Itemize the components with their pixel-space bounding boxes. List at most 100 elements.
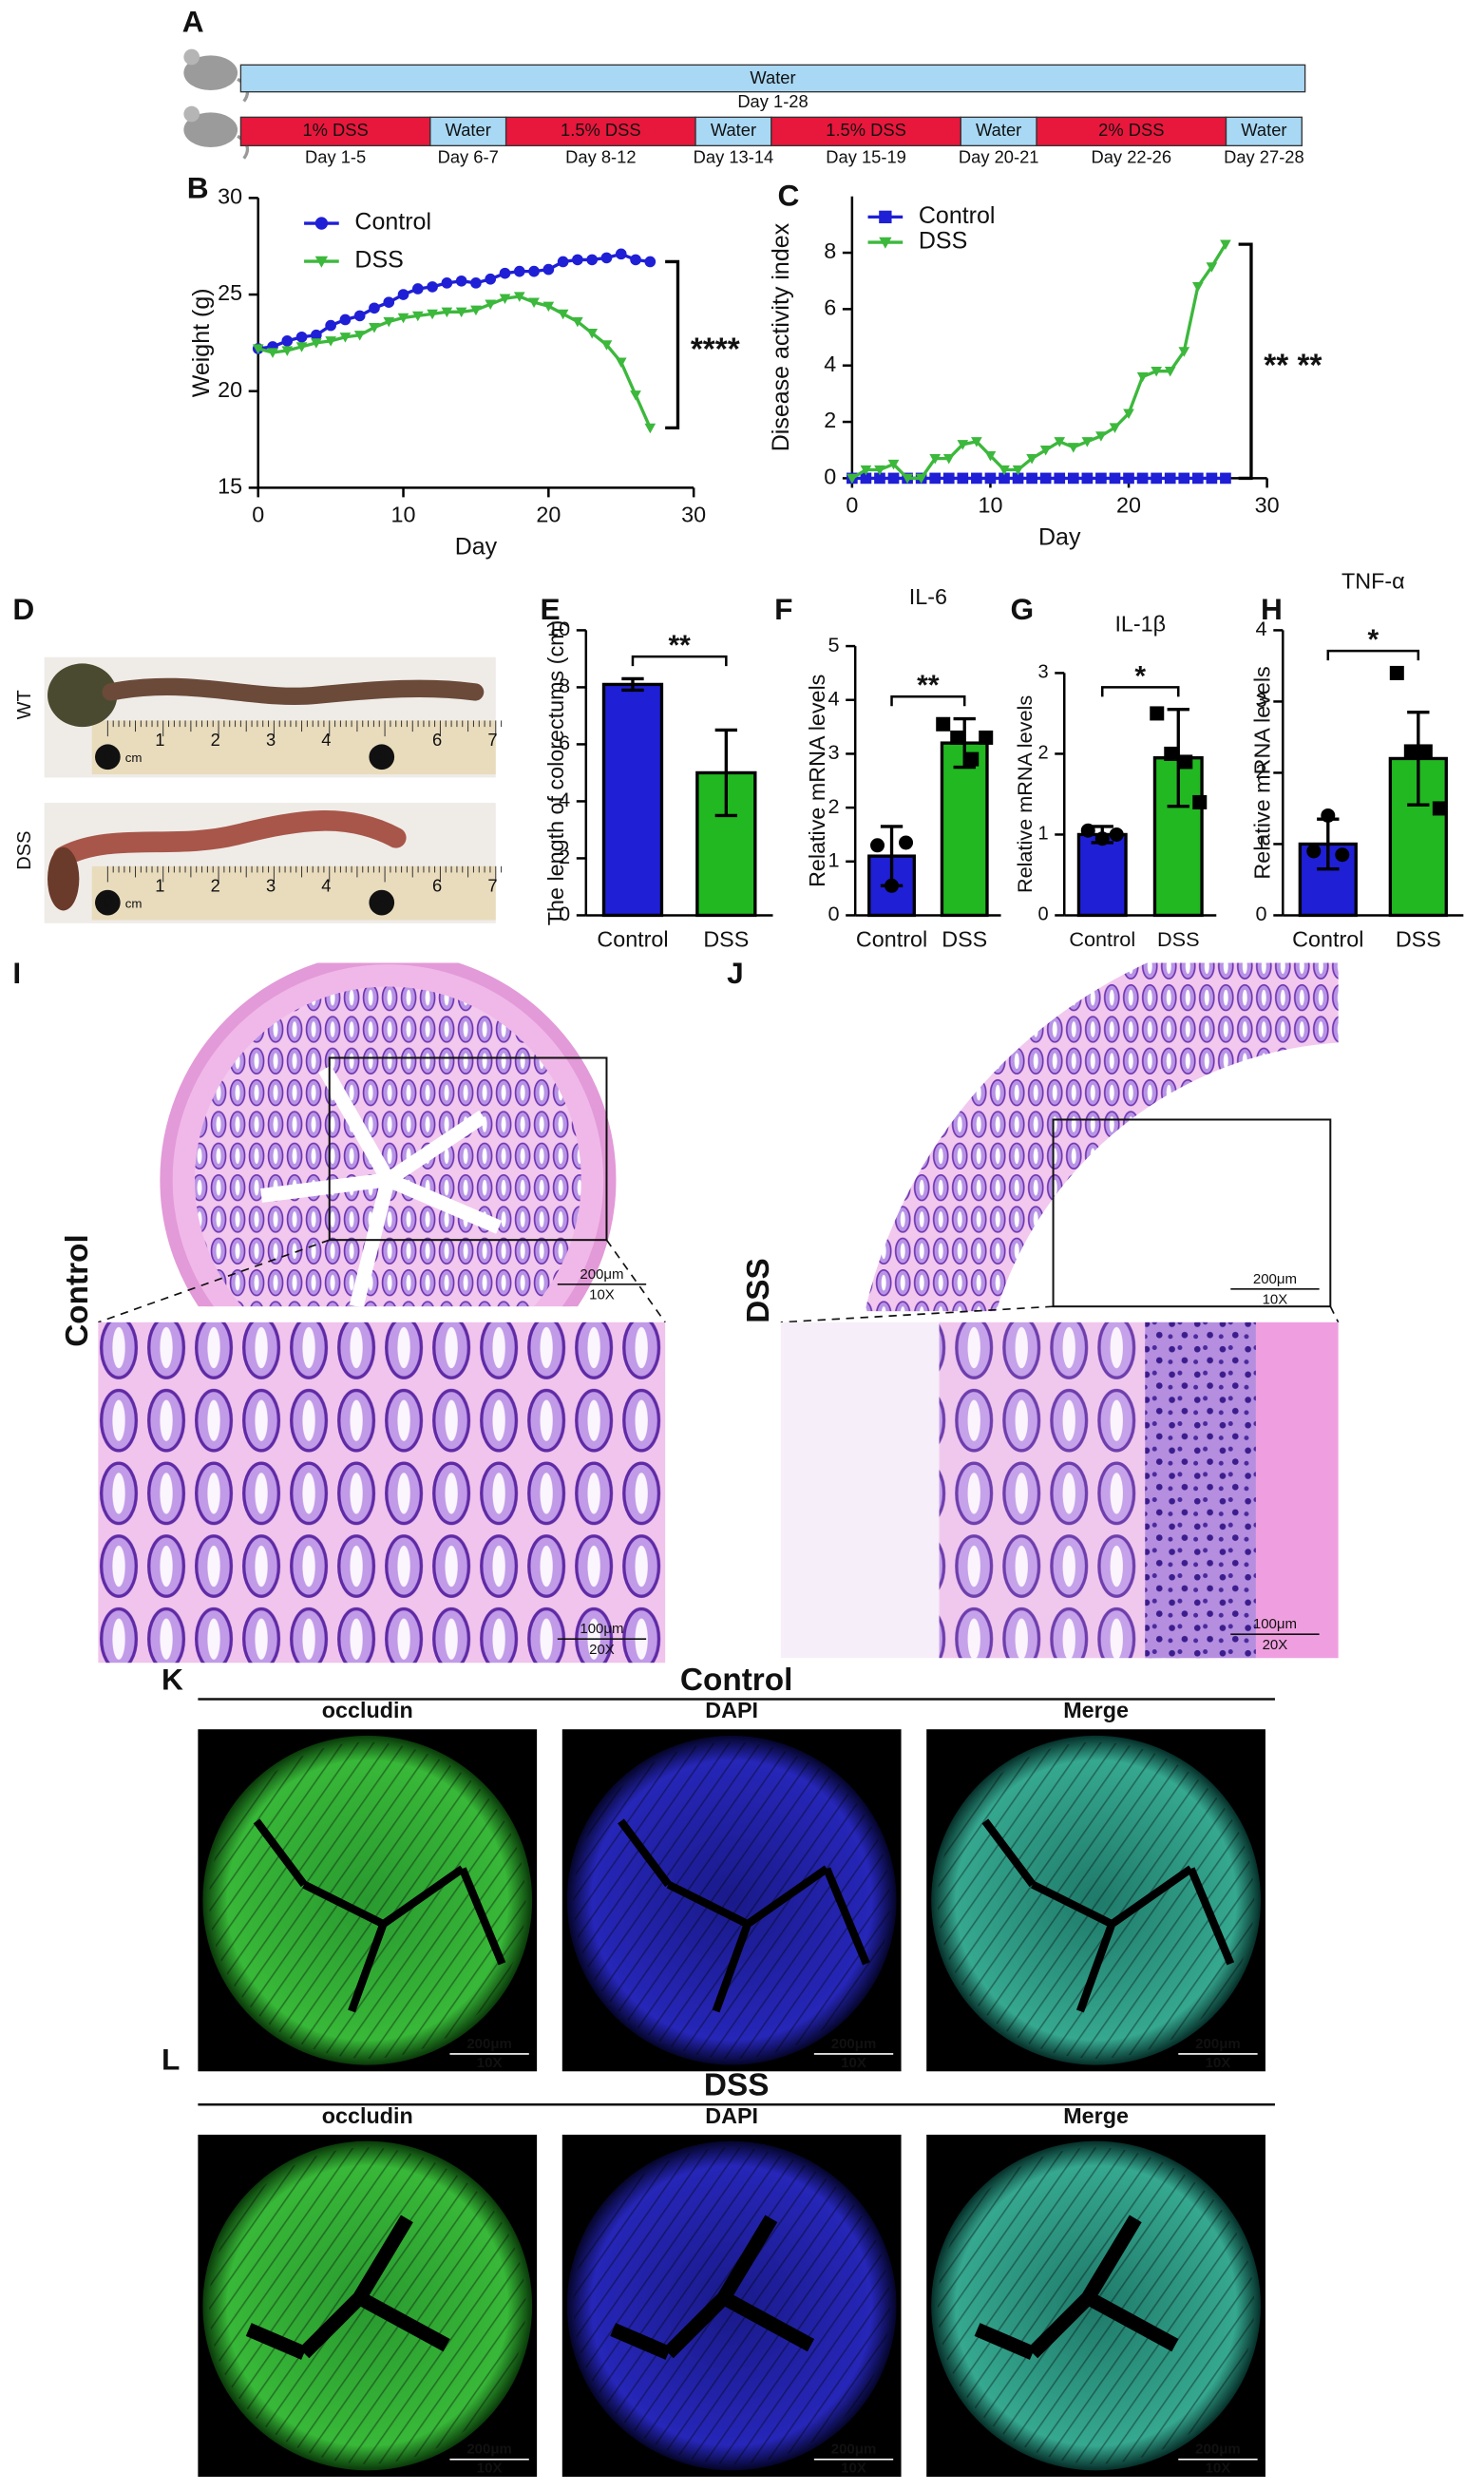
scale-label: 100μm	[580, 1621, 623, 1637]
data-point	[513, 265, 525, 277]
data-point	[1136, 371, 1149, 383]
panel-label: C	[778, 179, 800, 213]
data-point	[1012, 472, 1024, 485]
data-point	[1095, 472, 1107, 485]
colon	[52, 810, 407, 867]
data-point	[1123, 409, 1134, 419]
x-tick-label: Control	[1069, 927, 1135, 951]
data-point	[1081, 437, 1094, 447]
y-tick-label: 5	[828, 633, 839, 656]
data-point	[999, 465, 1010, 476]
timeline-segment	[771, 116, 961, 147]
y-tick-label: 4	[559, 788, 570, 811]
data-point	[902, 473, 913, 485]
colon-cecum	[48, 663, 118, 728]
ruler-badge	[95, 744, 121, 770]
data-point	[528, 265, 540, 277]
x-tick-label: 0	[846, 493, 858, 518]
data-point	[644, 256, 656, 268]
data-point	[1191, 281, 1204, 293]
legend-label: DSS	[354, 247, 403, 274]
data-point	[1109, 827, 1124, 842]
data-point	[1039, 472, 1052, 485]
data-point	[1151, 472, 1162, 485]
data-point	[311, 338, 322, 349]
data-point	[1206, 262, 1218, 273]
data-point	[1321, 808, 1336, 823]
x-tick-label: DSS	[1157, 927, 1200, 951]
channel-label: DAPI	[705, 1698, 758, 1722]
x-tick-label: 30	[681, 503, 706, 527]
data-point	[295, 331, 308, 343]
y-tick-label: 2	[828, 794, 839, 818]
y-tick-label: 1	[828, 848, 839, 872]
photo-label: WT	[14, 690, 35, 719]
legend-marker	[314, 217, 329, 230]
data-point	[542, 263, 555, 276]
data-point	[1067, 443, 1079, 453]
bar	[601, 682, 664, 918]
data-point	[874, 465, 885, 476]
timeline-segment	[429, 116, 507, 147]
data-point	[499, 267, 511, 279]
y-axis-label: Relative mRNA levels	[1249, 666, 1274, 879]
data-point	[1012, 465, 1024, 476]
magnification-label: 20X	[1263, 1637, 1288, 1653]
legend-label: DSS	[919, 228, 967, 255]
y-axis-label: Weight (g)	[188, 288, 215, 397]
data-point	[1220, 472, 1231, 485]
data-point	[1151, 366, 1162, 377]
x-tick-label: 20	[536, 503, 561, 527]
chart-title: IL-1β	[1114, 612, 1166, 637]
data-point	[325, 336, 336, 347]
y-axis-label: Disease activity index	[768, 222, 794, 451]
legend-marker	[879, 210, 892, 224]
group-label: Control	[60, 1234, 95, 1346]
ruler-number: 7	[487, 875, 497, 895]
y-tick-label: 2	[1256, 759, 1267, 783]
timeline-label: 1% DSS	[302, 120, 368, 140]
data-point	[353, 310, 366, 322]
ruler-number: 2	[211, 875, 220, 895]
x-tick-label: 20	[1116, 493, 1141, 518]
y-axis-label: The length of colorectums (cm)	[543, 620, 568, 926]
data-point	[1432, 801, 1447, 816]
error-bar	[714, 728, 737, 818]
lumen	[245, 2215, 450, 2360]
timeline-label: Water	[1241, 120, 1286, 140]
data-point	[971, 437, 982, 447]
timeline-segment	[1225, 116, 1303, 147]
lumen	[610, 2215, 815, 2360]
mouse-ear	[183, 48, 200, 66]
lumen	[253, 1818, 506, 2013]
significance-label: **	[917, 670, 940, 701]
y-tick-label: 3	[1256, 688, 1267, 712]
data-point	[984, 472, 997, 485]
x-tick-label: 10	[391, 503, 416, 527]
magnification-label: 10X	[477, 2461, 503, 2477]
data-point	[1054, 437, 1066, 447]
data-point	[281, 346, 294, 356]
infiltrate	[1145, 1322, 1256, 1659]
data-point	[267, 348, 278, 358]
data-point	[572, 316, 583, 328]
data-point	[542, 301, 555, 313]
timeline-label: Water	[446, 120, 491, 140]
panel-label: D	[12, 592, 34, 626]
data-point	[1067, 472, 1079, 485]
data-point	[950, 730, 965, 745]
y-tick-label: 8	[559, 674, 570, 697]
data-point	[1026, 453, 1037, 465]
x-tick-label: DSS	[942, 926, 987, 951]
timeline-label: 2% DSS	[1098, 120, 1164, 140]
data-point	[557, 309, 569, 320]
data-point	[369, 322, 380, 333]
y-axis-label: Relative mRNA levels	[1013, 695, 1037, 893]
data-point	[915, 473, 927, 485]
significance-bracket	[665, 259, 680, 430]
timeline-days: Day 1-5	[305, 147, 366, 167]
magnification-label: 10X	[841, 2461, 866, 2477]
data-point	[630, 390, 641, 401]
timeline-days: Day 27-28	[1224, 147, 1304, 167]
